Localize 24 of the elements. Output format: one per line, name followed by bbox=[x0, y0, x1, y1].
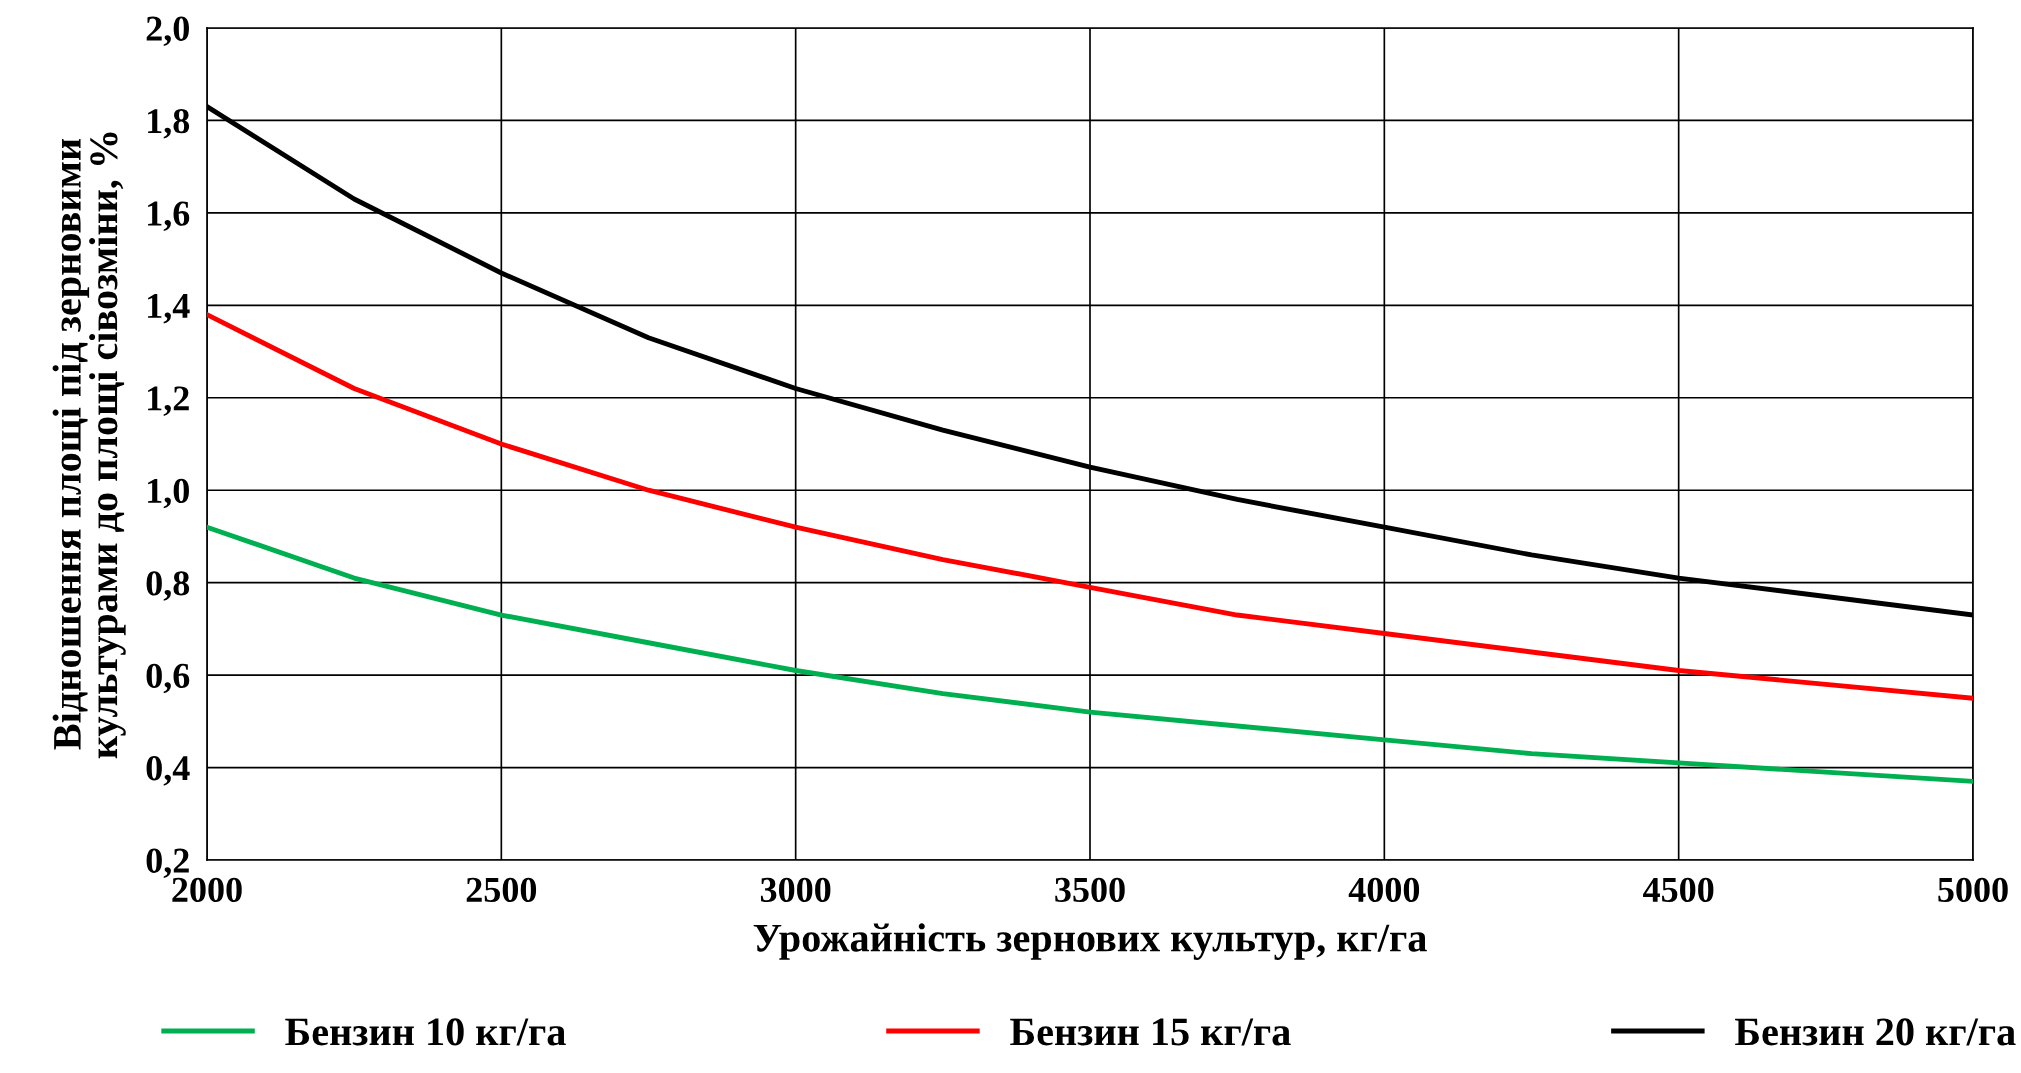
x-tick-label: 2000 bbox=[172, 877, 242, 903]
y-tick-label: 0,2 bbox=[146, 848, 189, 879]
y-tick-label: 0,8 bbox=[146, 571, 190, 601]
legend-label: Бензин 20 кг/га bbox=[1735, 1018, 2016, 1046]
x-tick-label: 2500 bbox=[466, 877, 537, 903]
x-tick-label: 3500 bbox=[1055, 877, 1125, 903]
x-axis-title: Урожайність зернових культур, кг/га bbox=[753, 923, 1427, 960]
legend-label: Бензин 10 кг/га bbox=[285, 1018, 566, 1046]
x-tick-label: 4500 bbox=[1643, 877, 1714, 903]
x-tick-label: 5000 bbox=[1938, 877, 2008, 903]
y-tick-label: 0,4 bbox=[146, 756, 190, 786]
legend-label: Бензин 15 кг/га bbox=[1010, 1018, 1291, 1046]
line-series bbox=[207, 312, 1973, 701]
y-axis-title: Відношення площі під зерновими культурами до площі сівозміни, % bbox=[52, 132, 126, 759]
y-tick-label: 0,6 bbox=[146, 663, 190, 694]
x-tick-label: 4000 bbox=[1348, 877, 1420, 903]
y-tick-label: 1,0 bbox=[148, 478, 189, 509]
y-tick-label: 2,0 bbox=[146, 16, 189, 47]
y-tick-label: 1,2 bbox=[148, 386, 189, 416]
y-tick-label: 1,6 bbox=[148, 201, 190, 232]
y-tick-label: 1,4 bbox=[148, 294, 190, 324]
y-tick-label: 1,8 bbox=[148, 108, 190, 139]
x-tick-label: 3000 bbox=[760, 877, 831, 903]
line-series bbox=[207, 524, 1973, 784]
